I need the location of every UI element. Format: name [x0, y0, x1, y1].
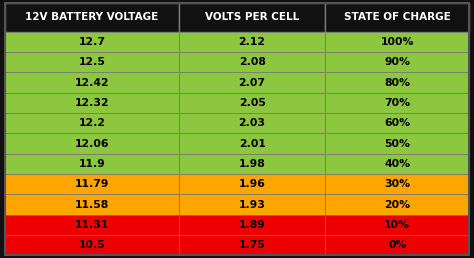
Text: 1.89: 1.89 [239, 220, 265, 230]
Bar [325, 235, 469, 255]
Bar [179, 32, 325, 52]
Bar [325, 32, 469, 52]
Bar [179, 52, 325, 72]
Text: 11.31: 11.31 [74, 220, 109, 230]
Bar [179, 215, 325, 235]
Bar [325, 52, 469, 72]
Text: 1.75: 1.75 [239, 240, 265, 250]
Bar [5, 32, 179, 52]
Text: 40%: 40% [384, 159, 410, 169]
Bar [179, 113, 325, 133]
Text: 50%: 50% [384, 139, 410, 149]
Bar [179, 72, 325, 93]
Text: 2.08: 2.08 [239, 57, 265, 67]
Bar [5, 72, 179, 93]
Text: 12.7: 12.7 [78, 37, 105, 47]
Text: 12.42: 12.42 [74, 77, 109, 87]
Text: 80%: 80% [384, 77, 410, 87]
Bar [179, 3, 325, 32]
Text: 100%: 100% [381, 37, 414, 47]
Text: 11.79: 11.79 [74, 179, 109, 189]
Bar [325, 72, 469, 93]
Bar [179, 174, 325, 194]
Bar [179, 154, 325, 174]
Text: 70%: 70% [384, 98, 410, 108]
Bar [5, 174, 179, 194]
Text: 11.58: 11.58 [75, 200, 109, 209]
Text: 2.01: 2.01 [239, 139, 265, 149]
Text: 12.06: 12.06 [74, 139, 109, 149]
Bar [179, 133, 325, 154]
Bar [325, 113, 469, 133]
Text: 1.98: 1.98 [239, 159, 265, 169]
Text: 10%: 10% [384, 220, 410, 230]
Text: 2.07: 2.07 [238, 77, 265, 87]
Bar [5, 235, 179, 255]
Bar [5, 52, 179, 72]
Bar [5, 154, 179, 174]
Text: 1.96: 1.96 [239, 179, 265, 189]
Bar [5, 113, 179, 133]
Text: 12.2: 12.2 [78, 118, 105, 128]
Text: 12.32: 12.32 [74, 98, 109, 108]
Text: 2.05: 2.05 [239, 98, 265, 108]
Bar [179, 194, 325, 215]
Bar [325, 3, 469, 32]
Text: 11.9: 11.9 [79, 159, 105, 169]
Bar [5, 215, 179, 235]
Bar [325, 93, 469, 113]
Text: 90%: 90% [384, 57, 410, 67]
Bar [5, 93, 179, 113]
Text: 2.03: 2.03 [238, 118, 265, 128]
Bar [325, 194, 469, 215]
Text: 20%: 20% [384, 200, 410, 209]
Bar [5, 3, 179, 32]
Bar [325, 133, 469, 154]
Bar [325, 215, 469, 235]
Bar [179, 235, 325, 255]
Text: 12V BATTERY VOLTAGE: 12V BATTERY VOLTAGE [25, 12, 158, 22]
Text: 2.12: 2.12 [238, 37, 265, 47]
Bar [325, 174, 469, 194]
Bar [325, 154, 469, 174]
Text: 30%: 30% [384, 179, 410, 189]
Text: 12.5: 12.5 [78, 57, 105, 67]
Bar [5, 194, 179, 215]
Bar [179, 93, 325, 113]
Text: VOLTS PER CELL: VOLTS PER CELL [205, 12, 299, 22]
Text: 10.5: 10.5 [79, 240, 105, 250]
Text: 0%: 0% [388, 240, 407, 250]
Bar [5, 133, 179, 154]
Text: STATE OF CHARGE: STATE OF CHARGE [344, 12, 451, 22]
Text: 1.93: 1.93 [239, 200, 265, 209]
Text: 60%: 60% [384, 118, 410, 128]
